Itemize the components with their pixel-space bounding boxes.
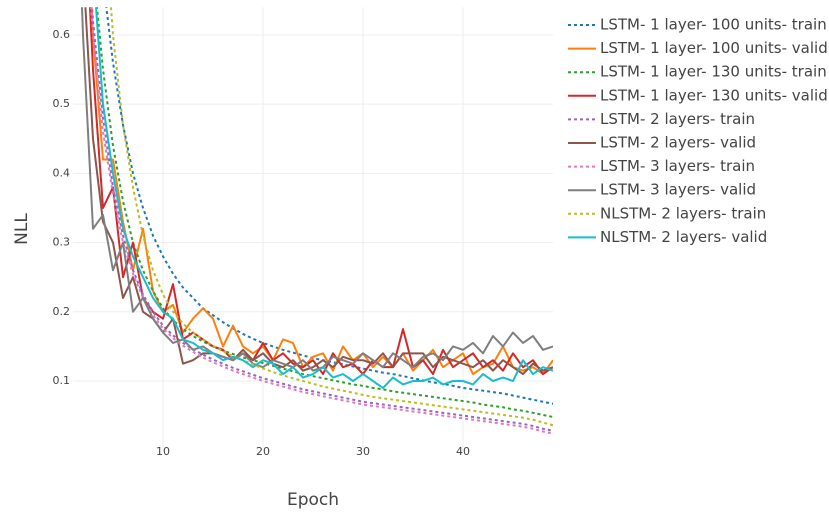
y-tick-label: 0.1 (53, 374, 71, 387)
y-tick-label: 0.6 (53, 28, 71, 41)
legend-label: LSTM- 1 layer- 130 units- valid (600, 86, 828, 104)
legend-label: NLSTM- 2 layers- valid (600, 228, 767, 246)
series-line (84, 7, 553, 376)
series-line (95, 7, 553, 418)
plot-area (80, 7, 553, 435)
y-tick-label: 0.3 (53, 236, 71, 249)
legend-label: LSTM- 1 layer- 100 units- valid (600, 39, 828, 57)
legend-label: LSTM- 2 layers- valid (600, 134, 756, 152)
series-line (105, 7, 553, 405)
x-tick-label: 20 (256, 445, 270, 458)
series-line (90, 7, 553, 376)
series-line (109, 7, 553, 427)
series-line (91, 7, 553, 432)
x-tick-label: 40 (456, 445, 470, 458)
y-axis-title: NLL (12, 213, 32, 245)
series-line (94, 7, 553, 389)
x-axis-title: Epoch (287, 490, 339, 510)
series-line (88, 7, 553, 376)
legend-label: LSTM- 1 layer- 100 units- train (600, 16, 827, 34)
series-line (80, 7, 553, 372)
y-tick-label: 0.2 (53, 305, 71, 318)
legend-label: LSTM- 3 layers- train (600, 157, 755, 175)
x-tick-label: 10 (156, 445, 170, 458)
grid: 0.1 0.2 0.3 0.4 0.5 0.6 10 20 30 40 (53, 7, 553, 458)
series-line (89, 7, 553, 435)
legend-label: LSTM- 1 layer- 130 units- train (600, 63, 827, 81)
y-tick-label: 0.5 (53, 97, 71, 110)
y-tick-label: 0.4 (53, 166, 71, 179)
legend-label: NLSTM- 2 layers- train (600, 204, 766, 222)
legend-label: LSTM- 2 layers- train (600, 110, 755, 128)
legend-label: LSTM- 3 layers- valid (600, 181, 756, 199)
legend: LSTM- 1 layer- 100 units- train LSTM- 1 l… (568, 16, 828, 246)
x-tick-label: 30 (356, 445, 370, 458)
